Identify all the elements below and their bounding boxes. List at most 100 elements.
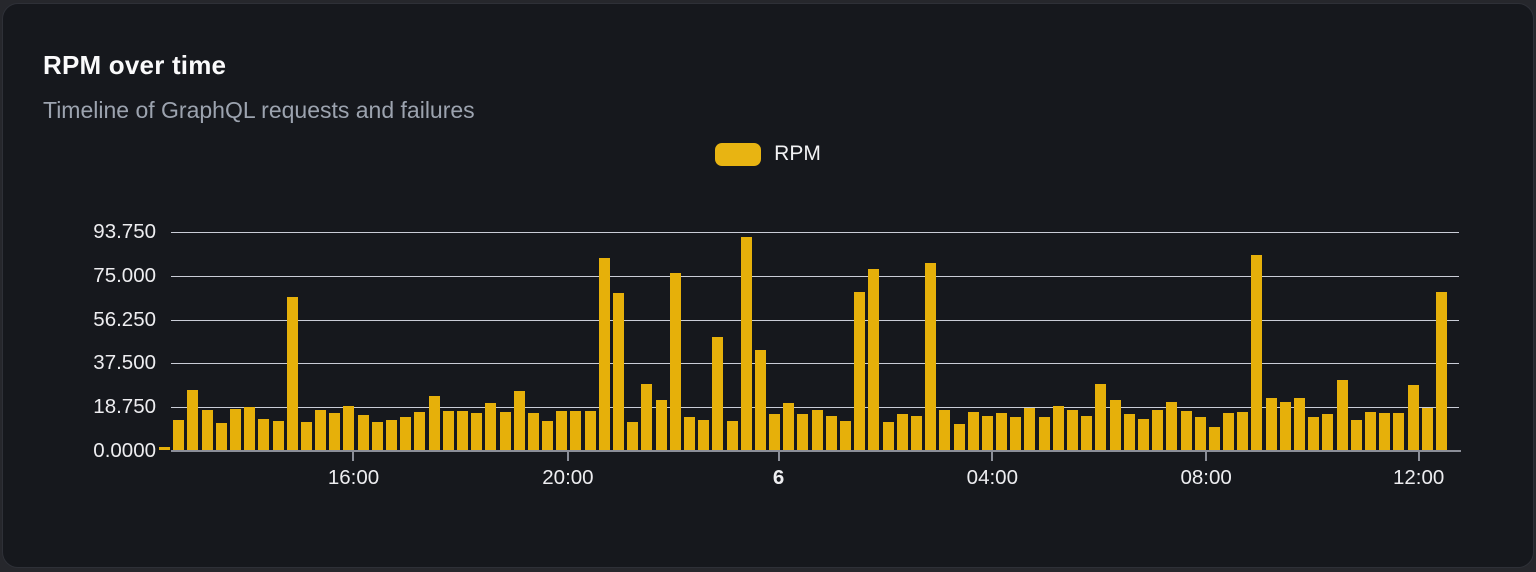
rpm-bar[interactable] <box>570 410 582 450</box>
rpm-bar[interactable] <box>1322 414 1334 450</box>
rpm-bar[interactable] <box>1393 412 1405 450</box>
rpm-bar[interactable] <box>386 420 397 450</box>
rpm-bar[interactable] <box>1095 383 1107 450</box>
rpm-bar[interactable] <box>428 396 440 450</box>
rpm-bar[interactable] <box>825 415 837 450</box>
rpm-bar[interactable] <box>485 403 497 450</box>
rpm-bar[interactable] <box>769 414 781 450</box>
rpm-bar[interactable] <box>1180 410 1192 450</box>
rpm-bar[interactable] <box>1052 405 1064 450</box>
rpm-bar[interactable] <box>201 410 213 450</box>
rpm-bar[interactable] <box>882 422 894 450</box>
rpm-bar[interactable] <box>1336 379 1348 450</box>
rpm-bar[interactable] <box>811 410 823 450</box>
rpm-bar[interactable] <box>655 400 667 450</box>
rpm-bar[interactable] <box>159 446 170 450</box>
gridline <box>171 407 1459 409</box>
x-tick-label: 16:00 <box>327 466 380 489</box>
rpm-bar[interactable] <box>698 420 710 450</box>
rpm-bar[interactable] <box>669 272 681 450</box>
rpm-bar[interactable] <box>840 421 851 450</box>
gridlines-layer <box>171 232 1459 451</box>
gridline <box>171 232 1459 233</box>
rpm-bar[interactable] <box>1024 407 1036 450</box>
legend-swatch-rpm[interactable] <box>715 142 762 166</box>
rpm-bar[interactable] <box>939 409 951 450</box>
rpm-bar[interactable] <box>1067 409 1078 450</box>
rpm-bar[interactable] <box>215 422 227 450</box>
rpm-bar[interactable] <box>1251 255 1263 450</box>
x-tick-label: 12:00 <box>1393 466 1445 489</box>
rpm-bar[interactable] <box>641 383 653 450</box>
rpm-bar[interactable] <box>712 337 724 450</box>
rpm-bar[interactable] <box>1010 416 1022 450</box>
legend-label-rpm[interactable]: RPM <box>774 142 821 165</box>
rpm-bar[interactable] <box>456 410 468 450</box>
rpm-bar[interactable] <box>683 417 695 450</box>
rpm-bar[interactable] <box>1194 417 1206 450</box>
rpm-bar[interactable] <box>1407 385 1419 450</box>
rpm-bar[interactable] <box>1364 411 1376 450</box>
rpm-bar[interactable] <box>854 292 866 450</box>
rpm-bar[interactable] <box>272 421 284 450</box>
rpm-bar[interactable] <box>967 411 979 450</box>
rpm-bar[interactable] <box>1152 410 1164 450</box>
rpm-bar[interactable] <box>229 408 241 450</box>
rpm-bar[interactable] <box>1421 408 1433 450</box>
rpm-bar[interactable] <box>598 258 610 450</box>
rpm-bar[interactable] <box>315 410 327 450</box>
rpm-bar[interactable] <box>1435 291 1447 450</box>
rpm-bar[interactable] <box>1265 397 1277 450</box>
rpm-bar[interactable] <box>414 411 426 450</box>
y-axis-labels: 93.750 75.000 56.250 37.500 18.750 0.0000 <box>3 220 156 462</box>
rpm-bar[interactable] <box>187 390 199 450</box>
rpm-bar[interactable] <box>1350 420 1362 450</box>
rpm-bar[interactable] <box>627 422 639 450</box>
rpm-bar[interactable] <box>1038 416 1050 450</box>
rpm-bar[interactable] <box>996 412 1008 450</box>
rpm-bar[interactable] <box>613 292 624 450</box>
rpm-bar[interactable] <box>1208 426 1220 450</box>
rpm-bar[interactable] <box>244 407 256 450</box>
rpm-bar[interactable] <box>1294 397 1305 450</box>
rpm-bar[interactable] <box>797 413 809 450</box>
rpm-bar[interactable] <box>783 403 795 450</box>
rpm-bar[interactable] <box>527 412 539 450</box>
rpm-bar[interactable] <box>556 410 568 450</box>
rpm-bar[interactable] <box>1137 418 1149 450</box>
rpm-bar[interactable] <box>329 412 341 450</box>
rpm-bar[interactable] <box>343 406 355 450</box>
rpm-bar[interactable] <box>910 415 922 450</box>
rpm-bar[interactable] <box>925 263 937 450</box>
rpm-bar[interactable] <box>286 297 298 450</box>
rpm-bar[interactable] <box>471 412 483 450</box>
rpm-bar[interactable] <box>442 410 454 450</box>
rpm-bar[interactable] <box>499 412 511 450</box>
rpm-bar[interactable] <box>1223 412 1235 450</box>
rpm-bar[interactable] <box>542 420 554 450</box>
rpm-bar[interactable] <box>1237 411 1249 450</box>
rpm-bar[interactable] <box>1123 414 1135 450</box>
rpm-bar[interactable] <box>400 416 412 450</box>
rpm-bar[interactable] <box>953 424 965 450</box>
rpm-bar[interactable] <box>740 237 752 450</box>
rpm-bar[interactable] <box>1166 402 1178 450</box>
x-tick-label: 04:00 <box>966 466 1018 489</box>
rpm-bar[interactable] <box>258 418 270 450</box>
rpm-bar[interactable] <box>371 421 383 450</box>
rpm-bar[interactable] <box>513 390 525 450</box>
rpm-bar[interactable] <box>357 415 369 450</box>
rpm-bar[interactable] <box>1109 400 1121 450</box>
rpm-bar[interactable] <box>1081 415 1093 450</box>
rpm-bar[interactable] <box>173 419 185 450</box>
rpm-bar[interactable] <box>754 350 766 450</box>
rpm-bar[interactable] <box>584 410 596 450</box>
rpm-bar[interactable] <box>1279 401 1291 450</box>
rpm-bar[interactable] <box>726 421 738 450</box>
rpm-bar[interactable] <box>868 269 880 450</box>
rpm-bar[interactable] <box>981 416 993 450</box>
rpm-bar[interactable] <box>1308 417 1320 450</box>
rpm-bar[interactable] <box>896 413 908 450</box>
rpm-bar[interactable] <box>300 422 312 450</box>
rpm-bar[interactable] <box>1379 412 1391 450</box>
